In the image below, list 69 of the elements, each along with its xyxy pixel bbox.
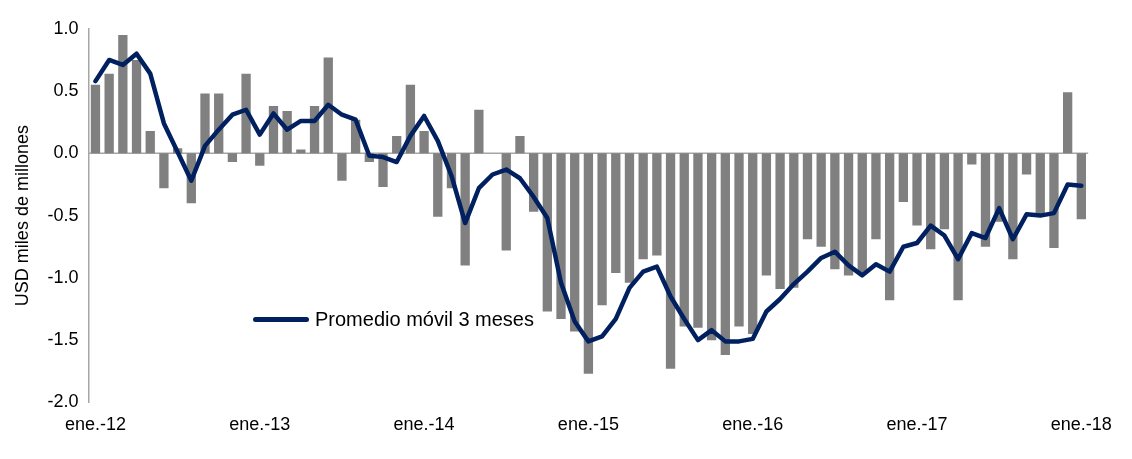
y-tick-label: 0.5 [53,80,79,101]
bar [90,84,101,154]
x-tick-label: ene.-14 [393,414,455,435]
bar [241,73,251,154]
x-tick-label: ene.-18 [1050,414,1112,435]
bar [816,153,826,247]
bar [1008,153,1018,260]
y-tick-label: -1.0 [47,266,79,287]
bar [419,130,429,154]
bar [1062,92,1073,154]
bar [652,153,662,256]
bar [802,153,813,240]
y-tick-label: -1.5 [47,329,79,350]
bar [679,153,689,327]
bar [1076,153,1086,220]
bar [912,153,922,226]
bar [871,153,881,240]
bar [789,153,799,288]
y-tick-label: -2.0 [47,391,79,412]
bar [720,153,730,356]
bar [843,153,854,276]
bar [337,153,347,181]
bar [939,153,950,230]
bar [323,57,333,154]
bar [665,153,676,369]
y-tick-label: -0.5 [47,204,79,225]
bar [104,73,114,154]
bar [118,35,128,154]
bar [706,153,717,341]
bar [570,153,580,332]
y-tick-label: 0.0 [53,142,79,163]
bar [953,153,963,301]
bar [898,153,908,202]
bar [597,153,607,306]
bar [761,153,772,276]
bar [857,153,867,273]
bar [734,153,744,327]
bar [748,153,758,334]
legend-label: Promedio móvil 3 meses [315,308,534,331]
bar [474,109,484,154]
bar [145,130,155,154]
bar [967,153,977,165]
y-axis-title: USD miles de millones [11,125,32,307]
bar [255,153,265,166]
bar [926,153,936,250]
bar [131,59,142,154]
bar [638,153,648,260]
bar [884,153,895,301]
bar [775,153,785,290]
bar [830,153,840,270]
x-tick-label: ene.-15 [557,414,619,435]
bar [624,153,635,283]
bar [392,135,402,154]
bar [501,153,511,251]
bar [433,153,443,217]
bar [583,153,594,374]
bar [1049,153,1059,248]
x-tick-label: ene.-12 [64,414,126,435]
bar [515,135,525,154]
bar [159,153,169,189]
bar [1021,153,1032,175]
bar [227,153,238,163]
bar [611,153,621,273]
x-tick-label: ene.-13 [229,414,291,435]
y-tick-label: 1.0 [53,17,79,38]
bar [1035,153,1045,216]
bar [693,153,703,328]
x-tick-label: ene.-16 [722,414,784,435]
x-tick-label: ene.-17 [886,414,948,435]
